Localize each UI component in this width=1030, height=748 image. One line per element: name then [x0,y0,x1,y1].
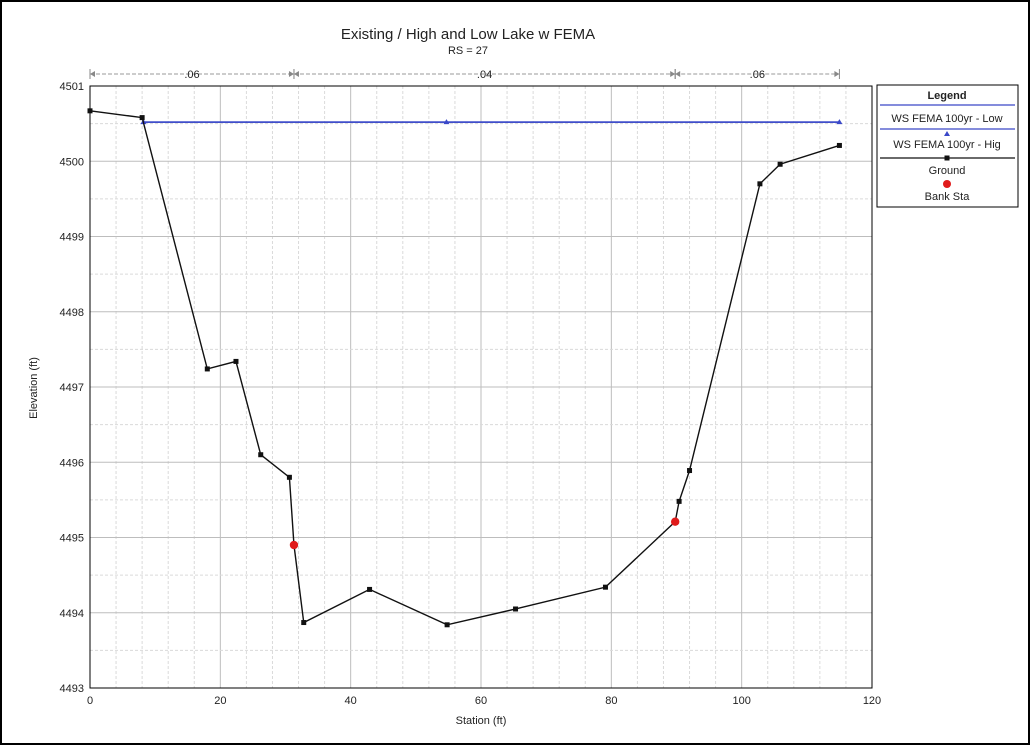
series-layer [87,108,843,628]
legend: Legend WS FEMA 100yr - Low WS FEMA 100yr… [876,84,1019,208]
bank-station-point [670,517,680,526]
ground-point [687,468,693,474]
n-value-label: .06 [750,69,765,81]
y-tick-label: 4498 [60,307,84,319]
ground-point [757,181,763,187]
ground-point [444,622,450,628]
x-tick-label: 0 [87,695,93,707]
n-value-arrow [670,71,676,77]
ground-point [204,366,210,372]
y-tick-label: 4494 [60,608,84,620]
n-value-arrow [675,71,681,77]
y-tick-label: 4493 [60,683,84,695]
y-tick-label: 4499 [60,232,84,244]
chart-title: Existing / High and Low Lake w FEMA [341,26,595,43]
ground-point [301,620,307,626]
legend-label-ws-high: WS FEMA 100yr - Hig [893,139,1001,151]
ground-point [777,161,783,167]
n-value-label: .06 [184,69,199,81]
y-axis-ticks: 4493 4494 4495 4496 4497 4498 4499 4500 4501 [60,81,84,695]
ground-point [836,142,842,148]
x-tick-label: 120 [863,695,881,707]
ground-point [676,498,682,504]
legend-label-ws-low: WS FEMA 100yr - Low [891,113,1002,125]
bank-station-point [289,540,299,550]
ground-point [233,358,239,364]
n-value-arrow [90,71,95,77]
legend-marker-bank-sta [943,180,951,188]
plot-area [89,85,873,689]
y-tick-label: 4500 [60,156,84,168]
ground-point [87,108,93,114]
legend-title: Legend [927,90,966,102]
y-axis-title: Elevation (ft) [28,357,40,419]
grid [89,85,873,689]
x-tick-label: 40 [345,695,357,707]
legend-label-ground: Ground [929,165,966,177]
manning-n-values: .06 .04 .06 [89,69,840,81]
x-tick-label: 100 [732,695,750,707]
ground-point [258,452,264,458]
y-tick-label: 4501 [60,81,84,93]
legend-label-bank-sta: Bank Sta [925,191,971,203]
x-tick-label: 20 [214,695,226,707]
n-value-arrow [834,71,840,77]
n-value-arrow [293,71,299,77]
x-tick-label: 80 [605,695,617,707]
chart-subtitle: RS = 27 [448,45,488,57]
legend-marker-ws-high [944,131,950,136]
x-axis-title: Station (ft) [456,715,507,727]
ground-point [367,586,373,592]
legend-marker-ground [944,155,950,161]
y-tick-label: 4496 [60,457,84,469]
ground-point [286,474,292,480]
y-tick-label: 4495 [60,533,84,545]
ground-line [89,110,840,626]
x-axis-ticks: 0 20 40 60 80 100 120 [87,695,881,707]
ws-high-marker [443,119,450,125]
ground-point [513,606,519,612]
n-value-arrow [288,71,294,77]
ws-high-marker [836,119,843,125]
y-tick-label: 4497 [60,382,84,394]
x-tick-label: 60 [475,695,487,707]
n-value-label: .04 [477,69,492,81]
ground-point [139,115,145,121]
ground-point [602,584,608,590]
